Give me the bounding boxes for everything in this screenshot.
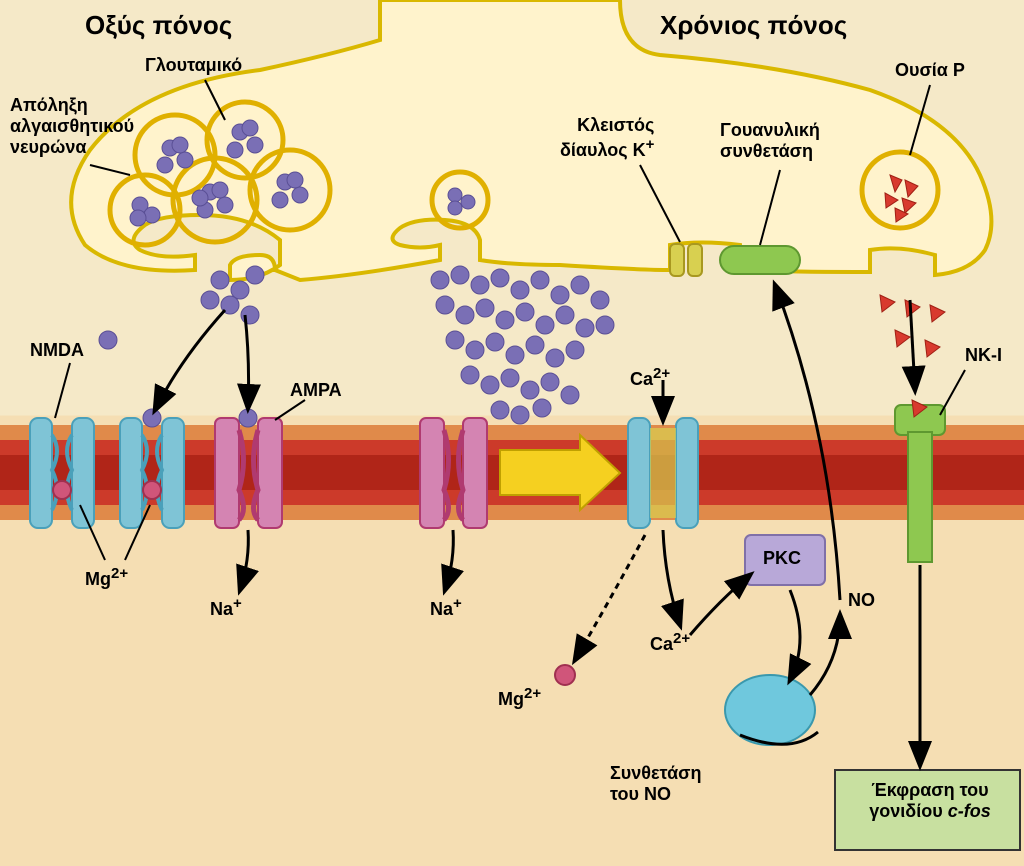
- ampa-receptor-1: [215, 409, 282, 528]
- label-na-1: Na+: [210, 595, 242, 620]
- label-nociceptor: Απόληξη αλγαισθητικού νευρώνα: [10, 95, 134, 158]
- arrows: [55, 80, 965, 765]
- label-kchannel: Κλειστός δίαυλος Κ+: [560, 115, 654, 161]
- substance-p-vesicle: [862, 152, 938, 228]
- released-glu-left: [99, 266, 264, 349]
- label-na-2: Na+: [430, 595, 462, 620]
- depolarization-arrow: [500, 435, 620, 510]
- label-mg-2: Mg2+: [498, 685, 541, 710]
- label-glutamate: Γλουταμικό: [145, 55, 242, 76]
- mg-expelled: [555, 665, 575, 685]
- label-ca-2: Ca2+: [650, 630, 690, 655]
- vesicles-left: [110, 102, 330, 245]
- vesicle-center: [432, 172, 488, 228]
- label-ampa: AMPA: [290, 380, 342, 401]
- guanylyl-cyclase: [720, 246, 800, 274]
- title-acute: Οξύς πόνος: [85, 10, 232, 41]
- diagram-canvas: Οξύς πόνος Χρόνιος πόνος Γλουταμικό Απόλ…: [0, 0, 1024, 866]
- nmda-receptor-2: [120, 409, 184, 528]
- nk1-receptor: [895, 400, 945, 562]
- cfos-box: [835, 770, 1020, 850]
- diagram-svg: [0, 0, 1024, 866]
- presynaptic-neuron: [71, 0, 991, 280]
- label-subp: Ουσία Ρ: [895, 60, 965, 81]
- label-nk1: NK-I: [965, 345, 1002, 366]
- title-chronic: Χρόνιος πόνος: [660, 10, 847, 41]
- glutamate-in-vesicles: [130, 120, 308, 226]
- label-ca-1: Ca2+: [630, 365, 670, 390]
- label-pkc: PKC: [763, 548, 801, 569]
- label-guanyl: Γουανυλική συνθετάση: [720, 120, 820, 162]
- label-no: NO: [848, 590, 875, 611]
- released-glu-center: [431, 266, 614, 424]
- k-channel: [670, 244, 702, 276]
- membrane: [0, 425, 1024, 520]
- pkc: [745, 535, 825, 585]
- label-nmda: NMDA: [30, 340, 84, 361]
- ampa-receptor-2: [420, 418, 487, 528]
- label-mg-1: Mg2+: [85, 565, 128, 590]
- no-synthase: [725, 675, 815, 745]
- nmda-receptor-1: [30, 418, 94, 528]
- label-no-synthase: Συνθετάση του NO: [610, 763, 701, 805]
- label-cfos: Έκφραση του γονιδίου c-fos: [845, 780, 1015, 822]
- nmda-receptor-open: [628, 418, 698, 528]
- released-sub-p: [880, 295, 945, 357]
